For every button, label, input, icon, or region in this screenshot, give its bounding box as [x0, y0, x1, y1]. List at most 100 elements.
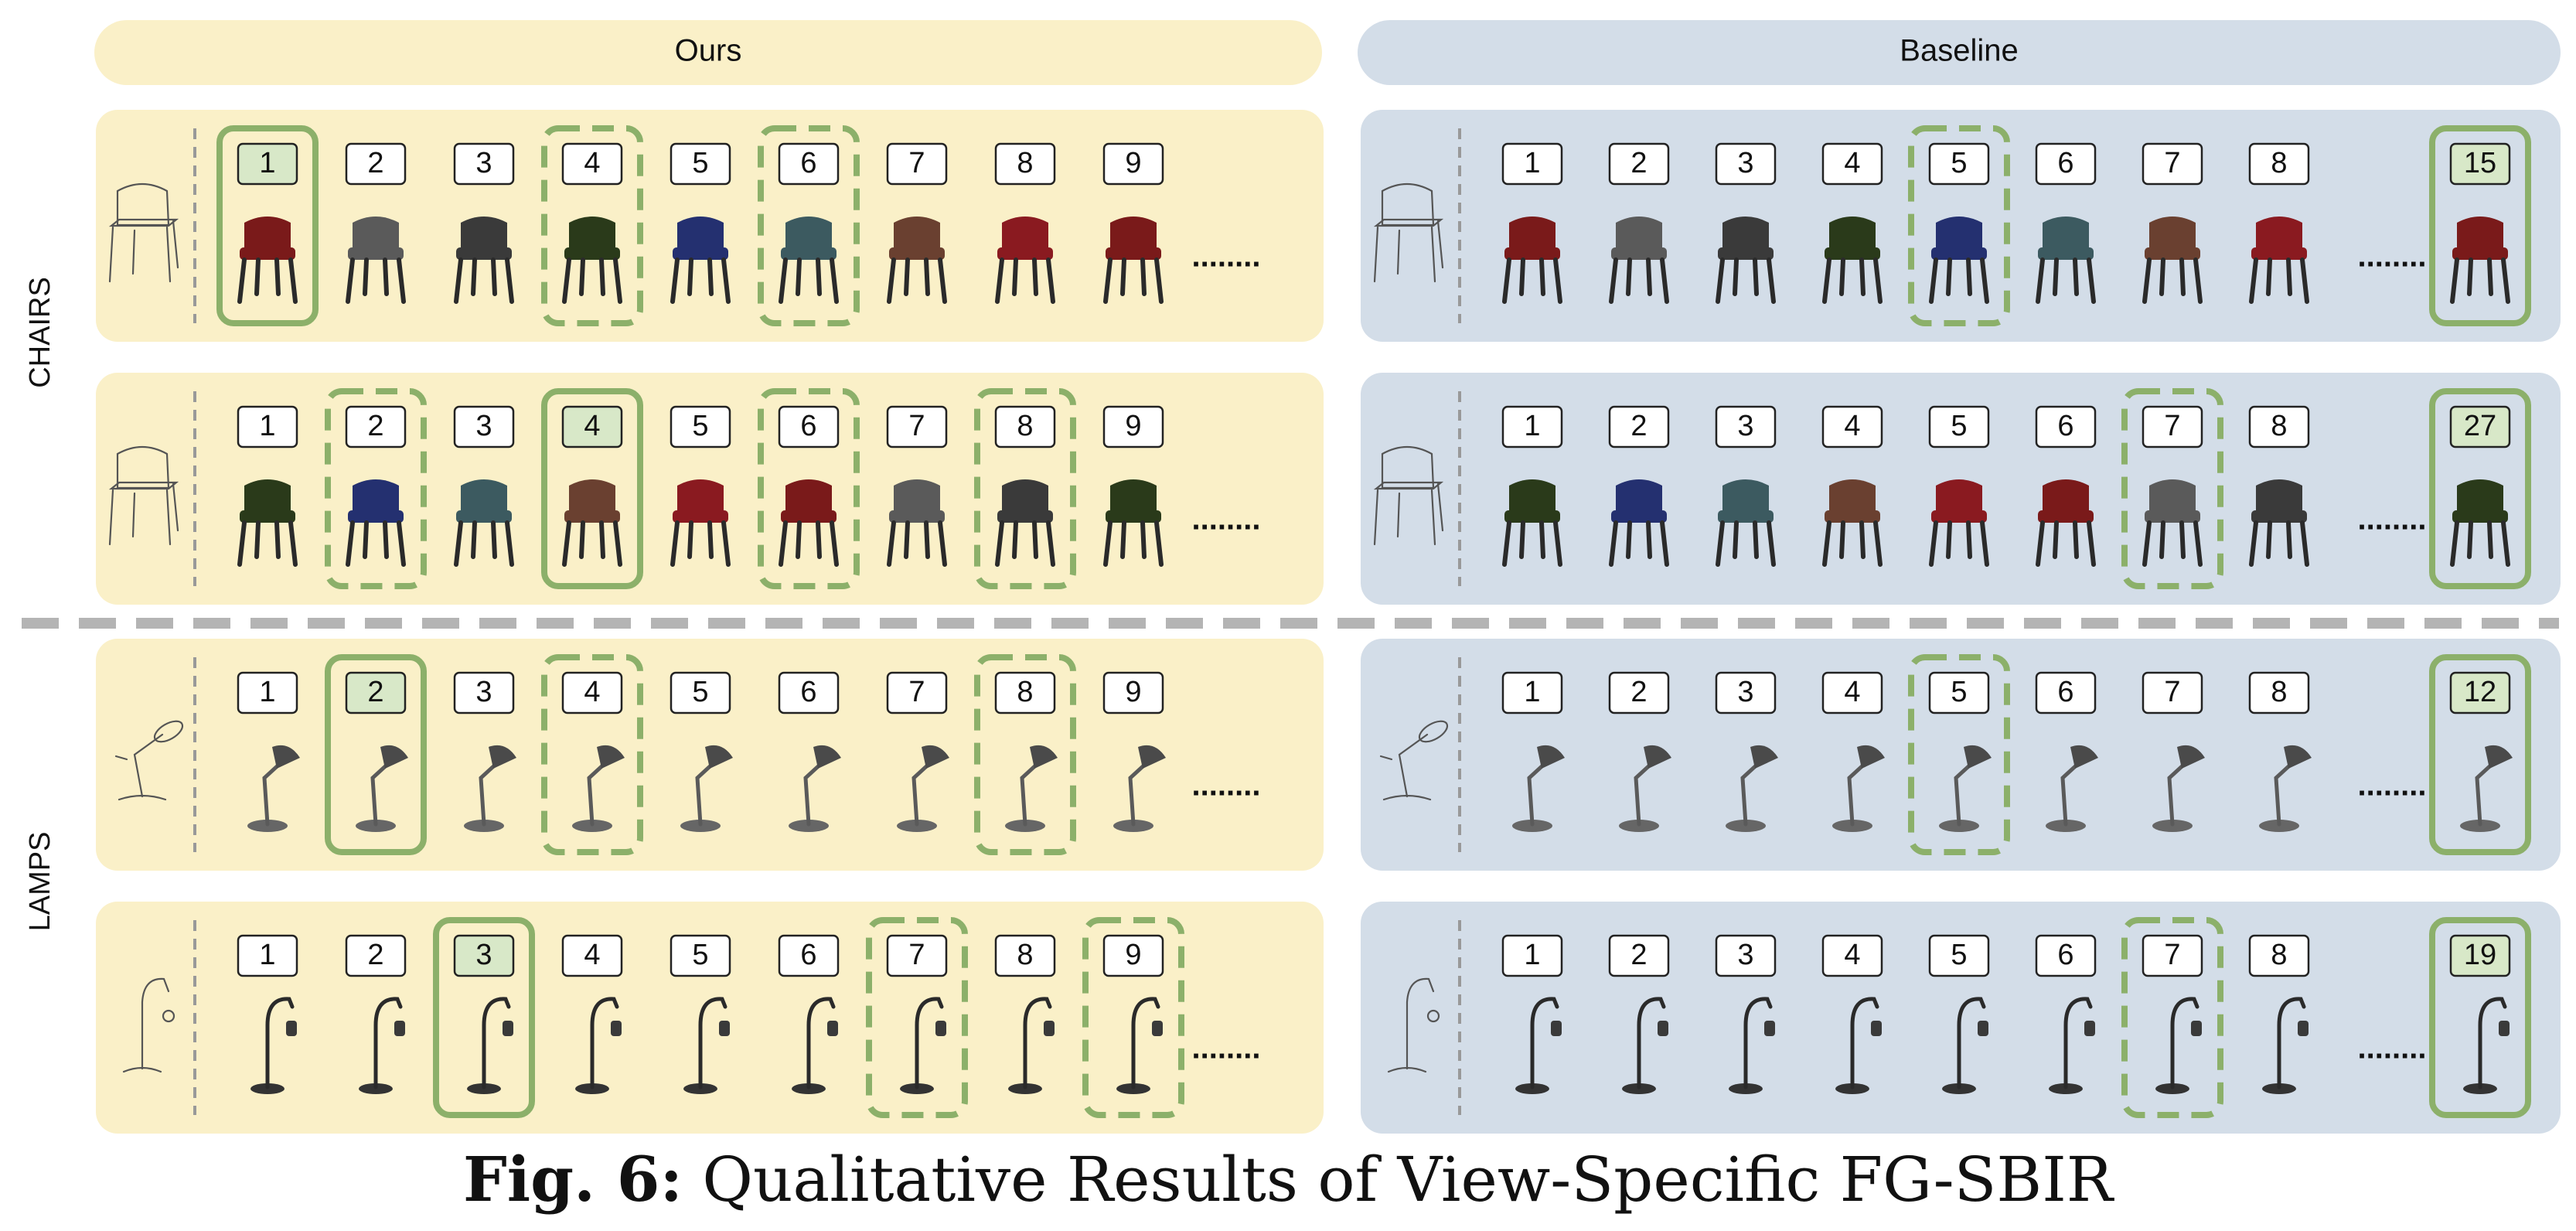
- chair-seat: [673, 247, 728, 260]
- lamp-pole: [265, 997, 295, 1089]
- chair-seat: [2452, 247, 2508, 260]
- retrieved-object: [2450, 217, 2510, 304]
- result-19: [2429, 917, 2531, 1118]
- rank-label: 6: [2057, 939, 2073, 971]
- retrieved-object: [1835, 997, 1882, 1094]
- retrieved-object: [779, 217, 839, 304]
- lamp-shade: [272, 745, 300, 769]
- lamp-pole: [1743, 997, 1773, 1089]
- result-5: [1908, 125, 2010, 326]
- result-3: [1715, 671, 1778, 832]
- chair-back: [353, 217, 399, 249]
- lamp-shade: [2485, 745, 2513, 769]
- rank-label: 27: [2464, 410, 2496, 442]
- rank-label: 1: [1524, 676, 1540, 708]
- chair-back: [1002, 479, 1048, 512]
- chair-back: [677, 217, 724, 249]
- retrieved-object: [2460, 745, 2513, 832]
- result-7: [2142, 671, 2205, 832]
- chair-back: [894, 479, 940, 512]
- rank-box: [561, 934, 623, 977]
- result-7: [866, 917, 968, 1118]
- sketch-stroke: [1381, 183, 1435, 227]
- rank-label: 2: [1630, 410, 1647, 442]
- chair-legs: [995, 257, 1055, 304]
- retrieved-object: [1726, 745, 1778, 832]
- result-2: [1608, 671, 1671, 832]
- result-6: [758, 125, 860, 326]
- lamp-head: [719, 1021, 730, 1036]
- retrieved-object: [1008, 997, 1055, 1094]
- chair-seat: [889, 510, 945, 523]
- rank-box: [237, 142, 298, 186]
- rank-box: [1501, 142, 1563, 186]
- lamp-shade: [1750, 745, 1778, 769]
- retrieved-object: [1502, 217, 1562, 304]
- chair-legs: [346, 520, 406, 567]
- sketch-stroke: [1373, 481, 1444, 490]
- result-4: [1821, 142, 1883, 304]
- rank-label: 7: [908, 147, 925, 179]
- rank-box: [2248, 405, 2310, 448]
- lamp-shade: [1030, 745, 1058, 769]
- result-5: [1928, 934, 1990, 1094]
- chair-legs: [2450, 520, 2510, 567]
- rank-label: 6: [800, 410, 816, 442]
- rank-box: [778, 405, 840, 448]
- panels-layer: [22, 20, 2561, 1134]
- rank-box: [670, 934, 731, 977]
- retrieved-object: [1502, 479, 1562, 567]
- sketch-stroke: [118, 733, 167, 801]
- rank-box: [1501, 671, 1563, 714]
- retrieved-object: [2249, 479, 2309, 567]
- lamp-pole: [1957, 997, 1986, 1089]
- chair-legs: [2450, 257, 2510, 304]
- baseline-row-2: [1361, 373, 2561, 605]
- rank-box: [2142, 934, 2203, 977]
- rank-label: 4: [1844, 147, 1860, 179]
- lamp-head: [1764, 1021, 1775, 1036]
- result-8: [2248, 671, 2312, 832]
- retrieved-object: [1609, 217, 1669, 304]
- result-6: [758, 388, 860, 589]
- retrieved-object: [572, 745, 625, 832]
- ellipsis: ........: [2358, 503, 2427, 537]
- retrieved-object: [562, 479, 622, 567]
- rank-label: 8: [2271, 676, 2287, 708]
- lamp-head: [2084, 1021, 2095, 1036]
- retrieved-object: [2155, 997, 2202, 1094]
- lamp-head: [1044, 1021, 1055, 1036]
- result-2: [345, 142, 407, 304]
- result-8: [974, 388, 1076, 589]
- rank-box: [345, 671, 407, 714]
- retrieved-object: [247, 745, 300, 832]
- rank-box: [1821, 142, 1883, 186]
- rank-box: [561, 142, 623, 186]
- result-4: [1821, 671, 1885, 832]
- retrieved-object: [467, 997, 513, 1094]
- rank-box: [670, 405, 731, 448]
- rank-box: [1821, 671, 1883, 714]
- chair-seat: [1718, 247, 1774, 260]
- result-4: [541, 388, 643, 589]
- match-highlight-dashed: [974, 388, 1076, 589]
- retrieved-object: [2262, 997, 2309, 1094]
- lamp-pole: [1637, 997, 1666, 1089]
- rank-box: [1608, 142, 1670, 186]
- chair-back: [2149, 217, 2196, 249]
- rank-label: 1: [1524, 939, 1540, 971]
- lamp-head: [503, 1021, 513, 1036]
- chair-back: [677, 479, 724, 512]
- chair-legs: [454, 520, 514, 567]
- rank-label: 4: [1844, 676, 1860, 708]
- chair-seat: [348, 247, 404, 260]
- rank-label: 5: [692, 147, 708, 179]
- retrieved-object: [454, 217, 514, 304]
- chair-legs: [1502, 257, 1562, 304]
- result-9: [1102, 405, 1164, 567]
- lamp-head: [827, 1021, 838, 1036]
- result-15: [2429, 125, 2531, 326]
- chair-seat: [564, 247, 620, 260]
- chair-legs: [2142, 257, 2203, 304]
